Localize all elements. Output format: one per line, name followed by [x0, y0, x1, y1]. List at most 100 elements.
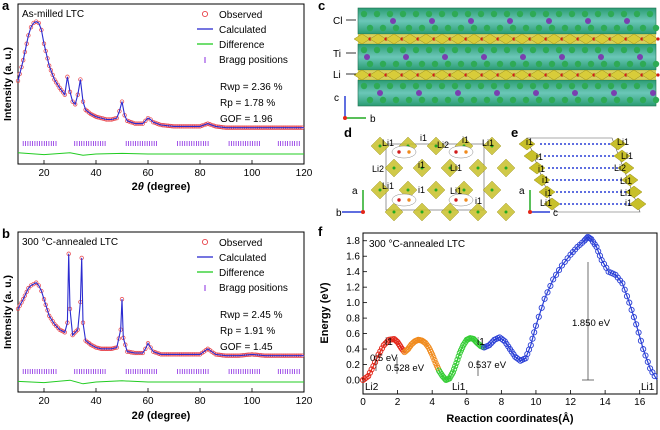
cl-atom	[386, 10, 394, 18]
ti-atom	[546, 18, 552, 24]
octahedron	[417, 33, 435, 45]
octahedron	[609, 69, 627, 81]
energy-line	[362, 338, 405, 381]
cl-atom	[568, 46, 576, 54]
energy-point	[366, 369, 373, 376]
octahedron	[481, 33, 499, 45]
ti-atom	[598, 54, 604, 60]
x-tick-label: 60	[142, 168, 154, 179]
observed-point	[209, 122, 214, 128]
ti-atom	[378, 188, 382, 192]
ylabel-a: Intensity (a. u.)	[2, 47, 14, 121]
x-tick-label-f: 16	[634, 397, 646, 408]
octahedron	[625, 185, 643, 199]
octahedron	[545, 33, 563, 45]
axis-origin-c	[343, 116, 347, 120]
site-label-e: Li1	[620, 188, 632, 198]
ti-atom	[481, 54, 487, 60]
cl-atom	[509, 96, 517, 104]
ti-atom	[416, 90, 422, 96]
cl-atom	[594, 46, 602, 54]
site-label-li2: Li2	[365, 382, 379, 393]
cl-atom	[412, 82, 420, 90]
observed-point	[154, 121, 160, 126]
energy-point	[633, 321, 640, 328]
cl-atom	[379, 60, 387, 68]
energy-point	[538, 304, 545, 311]
x-tick-label: 120	[296, 168, 313, 179]
li-site	[397, 198, 401, 202]
x-tick-label-f: 4	[429, 397, 435, 408]
cl-atom	[392, 60, 400, 68]
energy-point	[365, 373, 372, 380]
cl-atom	[490, 46, 498, 54]
octahedron	[417, 69, 435, 81]
axis-label-b-c: b	[370, 114, 376, 125]
octahedron	[465, 69, 483, 81]
cl-atom	[607, 10, 615, 18]
energy-point	[626, 299, 633, 306]
barrier-label-3: 0.537 eV	[468, 360, 507, 371]
cl-atom	[607, 82, 615, 90]
stat-rwp-b: Rwp = 2.45 %	[220, 310, 283, 321]
i-site	[464, 198, 468, 202]
ti-atom	[390, 18, 396, 24]
ti-atom	[624, 18, 630, 24]
site-label-d: i1	[462, 135, 469, 145]
cl-atom	[535, 96, 543, 104]
cl-atom	[542, 82, 550, 90]
energy-point	[564, 255, 571, 262]
sample-label-b: 300 °C-annealed LTC	[22, 237, 118, 248]
cl-atom	[496, 60, 504, 68]
octahedron	[518, 137, 536, 151]
cl-atom	[470, 24, 478, 32]
cl-atom	[425, 46, 433, 54]
octahedron	[561, 33, 579, 45]
cl-atom	[600, 60, 608, 68]
site-label-d: i1	[420, 133, 427, 143]
y-tick-label-f: 0.2	[346, 360, 360, 371]
ti-atom	[455, 90, 461, 96]
legend-calculated-a: Calculated	[219, 25, 266, 36]
energy-point	[430, 354, 437, 361]
cl-atom	[379, 24, 387, 32]
li-atom	[656, 37, 660, 41]
cl-atom	[496, 24, 504, 32]
axis-label-a-d: a	[352, 186, 358, 197]
energy-point	[455, 353, 462, 360]
cl-atom	[594, 10, 602, 18]
cl-atom	[646, 82, 654, 90]
site-label-e: Li1	[621, 151, 633, 161]
panel-letter-b: b	[2, 226, 10, 241]
observed-point	[156, 122, 162, 127]
octahedron	[497, 69, 515, 81]
cl-atom	[581, 46, 589, 54]
octahedron	[481, 69, 499, 81]
cl-atom	[457, 96, 465, 104]
octahedron	[561, 69, 579, 81]
cavity	[391, 145, 417, 159]
octahedron	[369, 33, 387, 45]
energy-point	[531, 329, 538, 336]
legend-marker-observed	[201, 10, 209, 18]
cl-atom	[470, 60, 478, 68]
site-label-d: Li1	[382, 138, 394, 148]
x-tick-label: 80	[194, 168, 206, 179]
observed-point	[151, 120, 156, 125]
cl-atom	[373, 46, 381, 54]
site-label-e: Li2	[614, 163, 626, 173]
energy-point	[535, 313, 542, 320]
energy-point	[431, 357, 438, 364]
barrier-annotations: 0.5 eV 0.528 eV 0.537 eV 1.850 eV	[370, 262, 611, 381]
energy-point	[621, 286, 628, 293]
axis-origin-e	[528, 210, 532, 214]
observed-point	[17, 303, 22, 308]
cl-atom	[574, 24, 582, 32]
cl-atom	[425, 82, 433, 90]
cl-atom	[620, 82, 628, 90]
ti-atom	[476, 166, 480, 170]
x-tick-label: 80	[194, 396, 206, 407]
legend-observed-a: Observed	[219, 10, 262, 21]
cl-atom	[561, 24, 569, 32]
